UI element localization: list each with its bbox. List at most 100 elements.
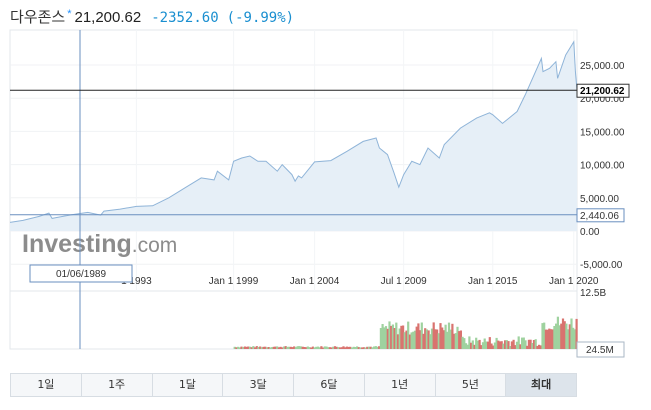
volume-bar — [563, 321, 566, 349]
volume-bar — [255, 346, 258, 349]
volume-bar — [328, 347, 331, 349]
volume-bar — [305, 347, 308, 349]
investing-watermark: Investing.com — [22, 230, 177, 258]
volume-bar — [257, 346, 260, 349]
volume-bar — [473, 344, 476, 349]
volume-bar — [561, 318, 565, 349]
volume-bar — [349, 346, 352, 349]
volume-bar — [505, 340, 508, 349]
volume-bar — [551, 329, 554, 349]
volume-bar — [391, 324, 394, 349]
volume-bar — [233, 346, 236, 349]
volume-bar — [459, 330, 462, 349]
x-tick-label: Jan 1 2015 — [468, 276, 518, 287]
timeframe-button-0[interactable]: 1일 — [11, 374, 82, 396]
volume-bar — [529, 339, 532, 349]
volume-bar — [510, 341, 513, 349]
volume-bar — [498, 341, 502, 349]
volume-bar — [366, 346, 369, 349]
volume-bar — [350, 347, 354, 349]
y-tick-label: 20,000.00 — [580, 94, 625, 105]
volume-bar — [371, 347, 374, 349]
volume-bar — [497, 340, 500, 349]
volume-bar — [517, 336, 520, 349]
volume-bar — [442, 330, 445, 349]
volume-bar — [310, 347, 313, 349]
volume-bar — [384, 326, 388, 349]
crosshair-date-label: 01/06/1989 — [56, 269, 106, 280]
volume-bar — [272, 346, 275, 349]
volume-bar — [456, 326, 459, 349]
volume-bar — [524, 340, 527, 349]
timeframe-button-3[interactable]: 3달 — [223, 374, 294, 396]
volume-bar — [531, 343, 534, 349]
volume-bar — [291, 347, 294, 349]
volume-bar — [427, 330, 430, 349]
volume-bar — [322, 347, 325, 349]
volume-bar — [543, 322, 546, 349]
volume-bar — [354, 347, 357, 349]
volume-bar — [340, 347, 343, 349]
volume-bar — [237, 346, 240, 349]
current-price-tag-label: 21,200.62 — [580, 86, 625, 97]
volume-bar — [451, 323, 454, 349]
volume-bar — [332, 346, 335, 349]
volume-bar — [463, 338, 466, 349]
volume-bar — [393, 328, 396, 349]
volume-bar — [361, 347, 364, 349]
volume-bar — [367, 346, 371, 349]
timeframe-button-4[interactable]: 6달 — [294, 374, 365, 396]
volume-min-label: 24.5M — [586, 345, 614, 356]
timeframe-button-2[interactable]: 1달 — [153, 374, 224, 396]
volume-bar — [471, 340, 474, 349]
timeframe-button-6[interactable]: 5년 — [436, 374, 507, 396]
volume-bar — [434, 329, 437, 349]
volume-bar — [507, 341, 510, 349]
volume-bar — [264, 346, 267, 349]
volume-bar — [429, 334, 432, 349]
crosshair-date-tag: 01/06/1989 — [29, 264, 133, 283]
volume-bar — [575, 318, 578, 349]
volume-bar — [286, 346, 289, 349]
volume-bar — [320, 346, 323, 349]
volume-bar — [357, 347, 360, 349]
volume-bar — [379, 328, 382, 349]
volume-bar — [398, 328, 401, 349]
timeframe-bar: 1일 1주 1달 3달 6달 1년 5년 최대 — [10, 373, 577, 397]
y-tick-label: 0.00 — [580, 227, 600, 238]
volume-bar — [259, 346, 262, 349]
volume-bar — [362, 347, 365, 349]
price-chart[interactable]: Investing.com 25,000.00 20,000.00 15,000.0… — [0, 0, 651, 372]
volume-bar — [464, 343, 468, 349]
volume-bar — [480, 345, 483, 349]
volume-bar — [293, 346, 296, 349]
volume-bar — [369, 346, 372, 349]
volume-bar — [403, 332, 406, 349]
x-tick-label: Jul 1 2009 — [381, 276, 428, 287]
volume-bar — [279, 346, 282, 349]
volume-bar — [468, 336, 471, 349]
volume-bar — [536, 345, 539, 349]
volume-bar — [352, 346, 355, 349]
volume-bar — [425, 329, 428, 349]
volume-bar — [504, 340, 507, 349]
volume-bar — [405, 330, 408, 349]
favorite-star-icon[interactable]: * — [67, 8, 72, 20]
volume-bar — [262, 346, 265, 349]
volume-bar — [512, 339, 515, 349]
timeframe-button-1[interactable]: 1주 — [82, 374, 153, 396]
volume-bar — [412, 331, 415, 349]
timeframe-button-7[interactable]: 최대 — [506, 374, 576, 396]
y-tick-label: 25,000.00 — [580, 61, 625, 72]
volume-bar — [381, 324, 384, 349]
timeframe-button-5[interactable]: 1년 — [365, 374, 436, 396]
volume-bar — [417, 323, 420, 349]
volume-bar — [458, 331, 461, 349]
volume-bar — [330, 347, 333, 349]
volume-bar — [238, 347, 241, 349]
volume-bar — [478, 339, 481, 349]
volume-bar — [488, 337, 491, 349]
volume-bar — [247, 346, 250, 349]
volume-bar — [487, 341, 490, 349]
volume-bar — [453, 333, 456, 349]
